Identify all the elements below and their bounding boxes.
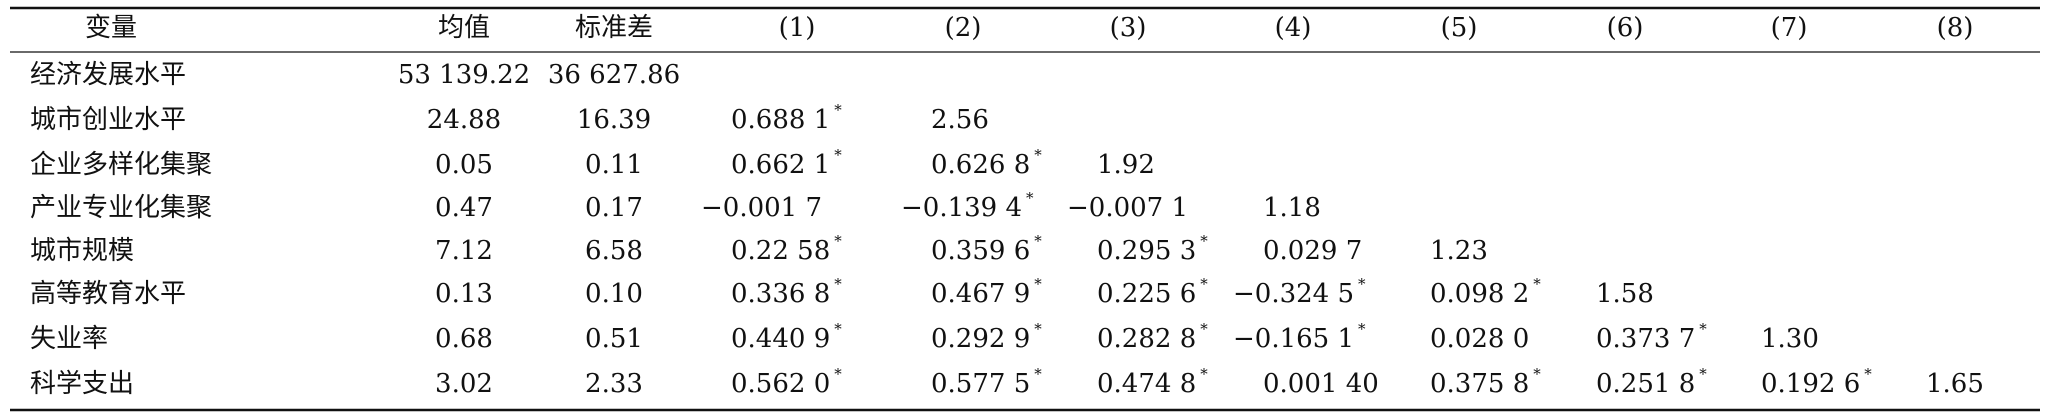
significance-mark: *	[1699, 365, 1707, 383]
cell: 6.58	[585, 236, 643, 266]
cell: 0.562 0	[731, 369, 830, 399]
cell: 0.688 1	[731, 105, 830, 135]
cell: 0.375 8	[1430, 369, 1529, 399]
cell: 1.92	[1097, 150, 1155, 180]
cell: 0.029 7	[1263, 236, 1362, 266]
cell: 0.68	[435, 324, 493, 354]
cell: 0.11	[585, 150, 643, 180]
row-label: 高等教育水平	[30, 279, 186, 309]
cell: 0.292 9	[931, 324, 1030, 354]
header-cell: (5)	[1441, 13, 1478, 43]
significance-mark: *	[834, 365, 842, 383]
cell: 0.359 6	[931, 236, 1030, 266]
cell: 24.88	[427, 105, 501, 135]
cell: −0.139 4	[901, 193, 1022, 223]
significance-mark: *	[1864, 365, 1872, 383]
row-label: 城市创业水平	[30, 105, 186, 135]
cell: 0.098 2	[1430, 279, 1529, 309]
row-label: 失业率	[30, 324, 108, 354]
row-label: 企业多样化集聚	[30, 150, 212, 180]
significance-mark: *	[1699, 320, 1707, 338]
cell: 0.626 8	[931, 150, 1030, 180]
significance-mark: *	[1200, 232, 1208, 250]
header-cell: (7)	[1771, 13, 1808, 43]
cell: 53 139.22	[398, 60, 530, 90]
significance-mark: *	[1533, 365, 1541, 383]
row-label: 经济发展水平	[30, 60, 186, 90]
cell: 0.001 40	[1263, 369, 1379, 399]
significance-mark: *	[1034, 320, 1042, 338]
significance-mark: *	[834, 275, 842, 293]
header-cell: (2)	[945, 13, 982, 43]
cell: 0.10	[585, 279, 643, 309]
significance-mark: *	[1034, 146, 1042, 164]
significance-mark: *	[834, 232, 842, 250]
cell: 0.47	[435, 193, 493, 223]
significance-mark: *	[834, 101, 842, 119]
header-cell: (4)	[1275, 13, 1312, 43]
header-cell: 标准差	[575, 13, 653, 43]
header-cell: (8)	[1937, 13, 1974, 43]
significance-mark: *	[1358, 275, 1366, 293]
header-cell: 均值	[438, 13, 490, 43]
cell: −0.007 1	[1067, 193, 1188, 223]
cell: 0.251 8	[1596, 369, 1695, 399]
cell: 7.12	[435, 236, 493, 266]
cell: 3.02	[435, 369, 493, 399]
significance-mark: *	[1034, 365, 1042, 383]
cell: 0.336 8	[731, 279, 830, 309]
header-cell: (6)	[1607, 13, 1644, 43]
cell: 1.65	[1926, 369, 1984, 399]
cell: 0.467 9	[931, 279, 1030, 309]
cell: 0.13	[435, 279, 493, 309]
cell: 0.440 9	[731, 324, 830, 354]
cell: −0.165 1	[1233, 324, 1354, 354]
cell: 0.22 58	[731, 236, 830, 266]
row-label: 科学支出	[30, 369, 134, 399]
cell: 0.192 6	[1761, 369, 1860, 399]
cell: 0.295 3	[1097, 236, 1196, 266]
cell: 2.56	[931, 105, 989, 135]
significance-mark: *	[1034, 275, 1042, 293]
cell: 2.33	[585, 369, 643, 399]
row-label: 产业专业化集聚	[30, 193, 212, 223]
cell: 0.373 7	[1596, 324, 1695, 354]
row-label: 城市规模	[30, 236, 134, 266]
cell: −0.324 5	[1233, 279, 1354, 309]
cell: 1.30	[1761, 324, 1819, 354]
cell: 16.39	[577, 105, 651, 135]
cell: −0.001 7	[701, 193, 822, 223]
significance-mark: *	[1533, 275, 1541, 293]
header-cell: 变量	[85, 13, 137, 43]
cell: 0.028 0	[1430, 324, 1529, 354]
significance-mark: *	[1200, 320, 1208, 338]
cell: 0.282 8	[1097, 324, 1196, 354]
cell: 0.662 1	[731, 150, 830, 180]
cell: 36 627.86	[548, 60, 680, 90]
significance-mark: *	[834, 146, 842, 164]
cell: 0.05	[435, 150, 493, 180]
significance-mark: *	[1200, 365, 1208, 383]
header-cell: (3)	[1110, 13, 1147, 43]
significance-mark: *	[1200, 275, 1208, 293]
cell: 0.225 6	[1097, 279, 1196, 309]
cell: 1.23	[1430, 236, 1488, 266]
cell: 1.18	[1263, 193, 1321, 223]
significance-mark: *	[1358, 320, 1366, 338]
header-cell: (1)	[779, 13, 816, 43]
cell: 0.51	[585, 324, 643, 354]
significance-mark: *	[1034, 232, 1042, 250]
cell: 0.577 5	[931, 369, 1030, 399]
significance-mark: *	[834, 320, 842, 338]
significance-mark: *	[1026, 189, 1034, 207]
cell: 0.474 8	[1097, 369, 1196, 399]
cell: 0.17	[585, 193, 643, 223]
cell: 1.58	[1596, 279, 1654, 309]
